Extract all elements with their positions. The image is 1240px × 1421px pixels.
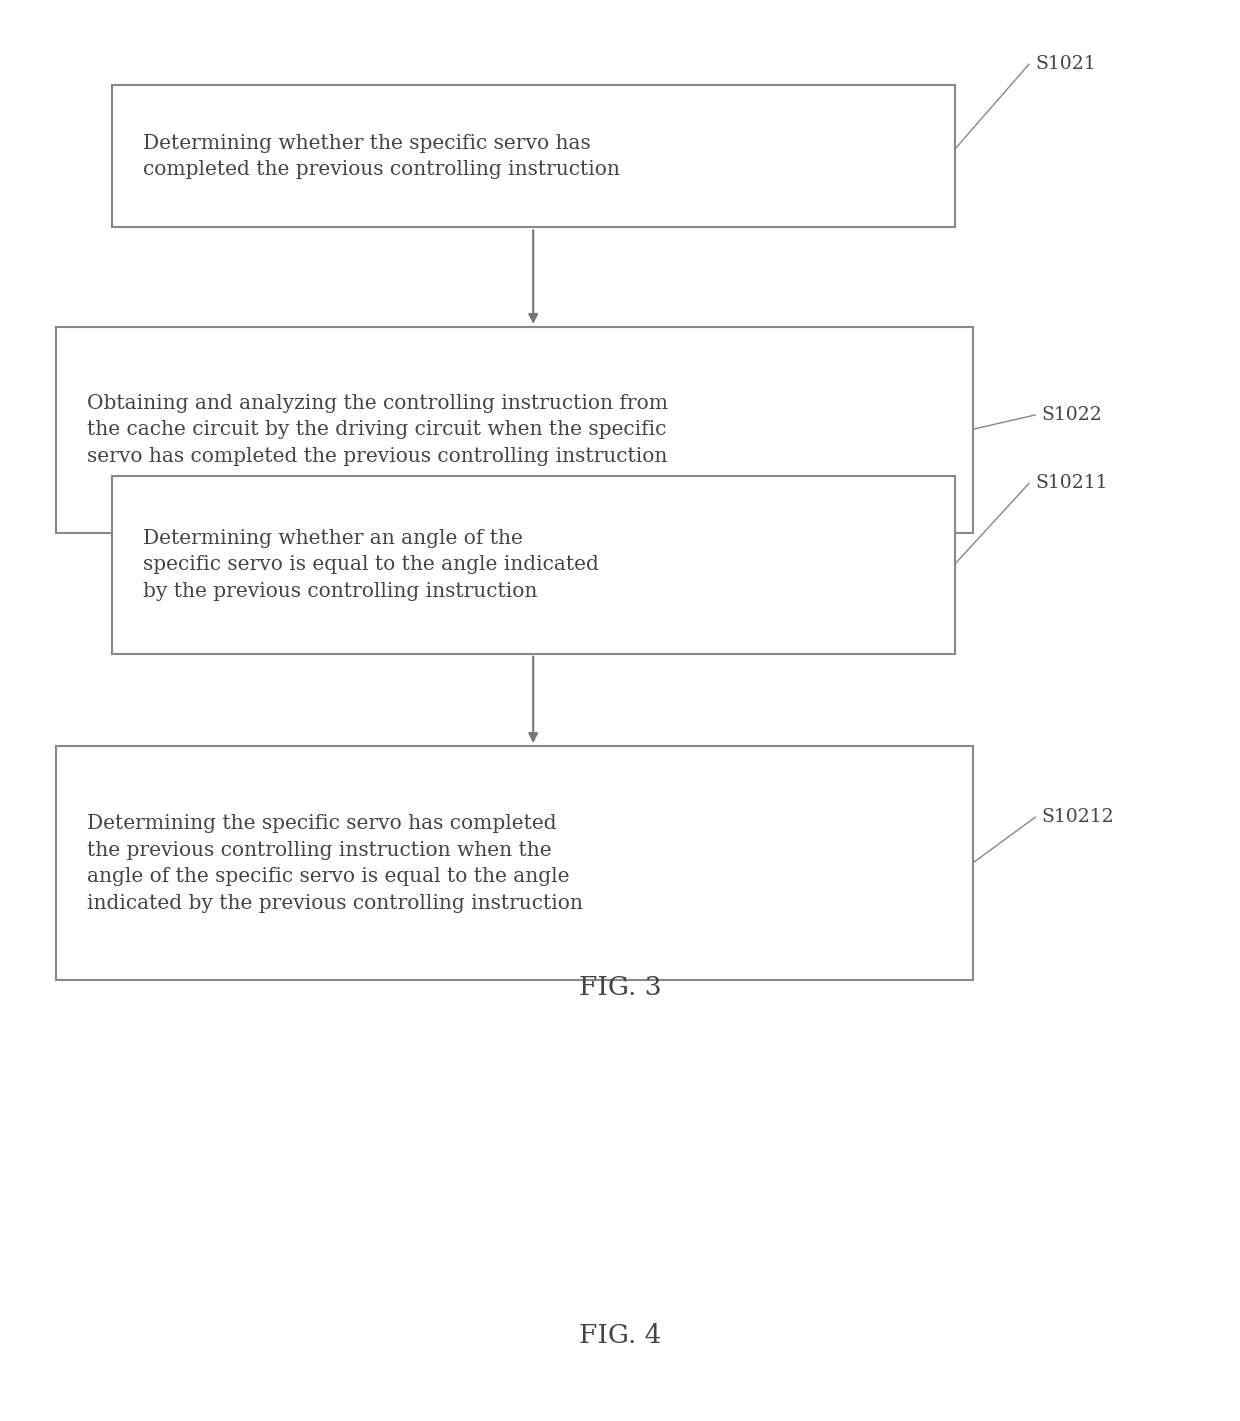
- Text: S1022: S1022: [1042, 406, 1102, 423]
- Text: FIG. 3: FIG. 3: [579, 975, 661, 1000]
- Text: S10212: S10212: [1042, 809, 1115, 826]
- Bar: [112, 85, 955, 227]
- Text: Determining the specific servo has completed
the previous controlling instructio: Determining the specific servo has compl…: [87, 814, 583, 912]
- Text: S1021: S1021: [1035, 55, 1096, 72]
- Text: Determining whether an angle of the
specific servo is equal to the angle indicat: Determining whether an angle of the spec…: [143, 529, 599, 601]
- Bar: [56, 746, 973, 980]
- Bar: [56, 327, 973, 533]
- Text: S10211: S10211: [1035, 475, 1107, 492]
- Text: Obtaining and analyzing the controlling instruction from
the cache circuit by th: Obtaining and analyzing the controlling …: [87, 394, 668, 466]
- Bar: [112, 476, 955, 654]
- Text: FIG. 4: FIG. 4: [579, 1323, 661, 1349]
- Text: Determining whether the specific servo has
completed the previous controlling in: Determining whether the specific servo h…: [143, 134, 620, 179]
